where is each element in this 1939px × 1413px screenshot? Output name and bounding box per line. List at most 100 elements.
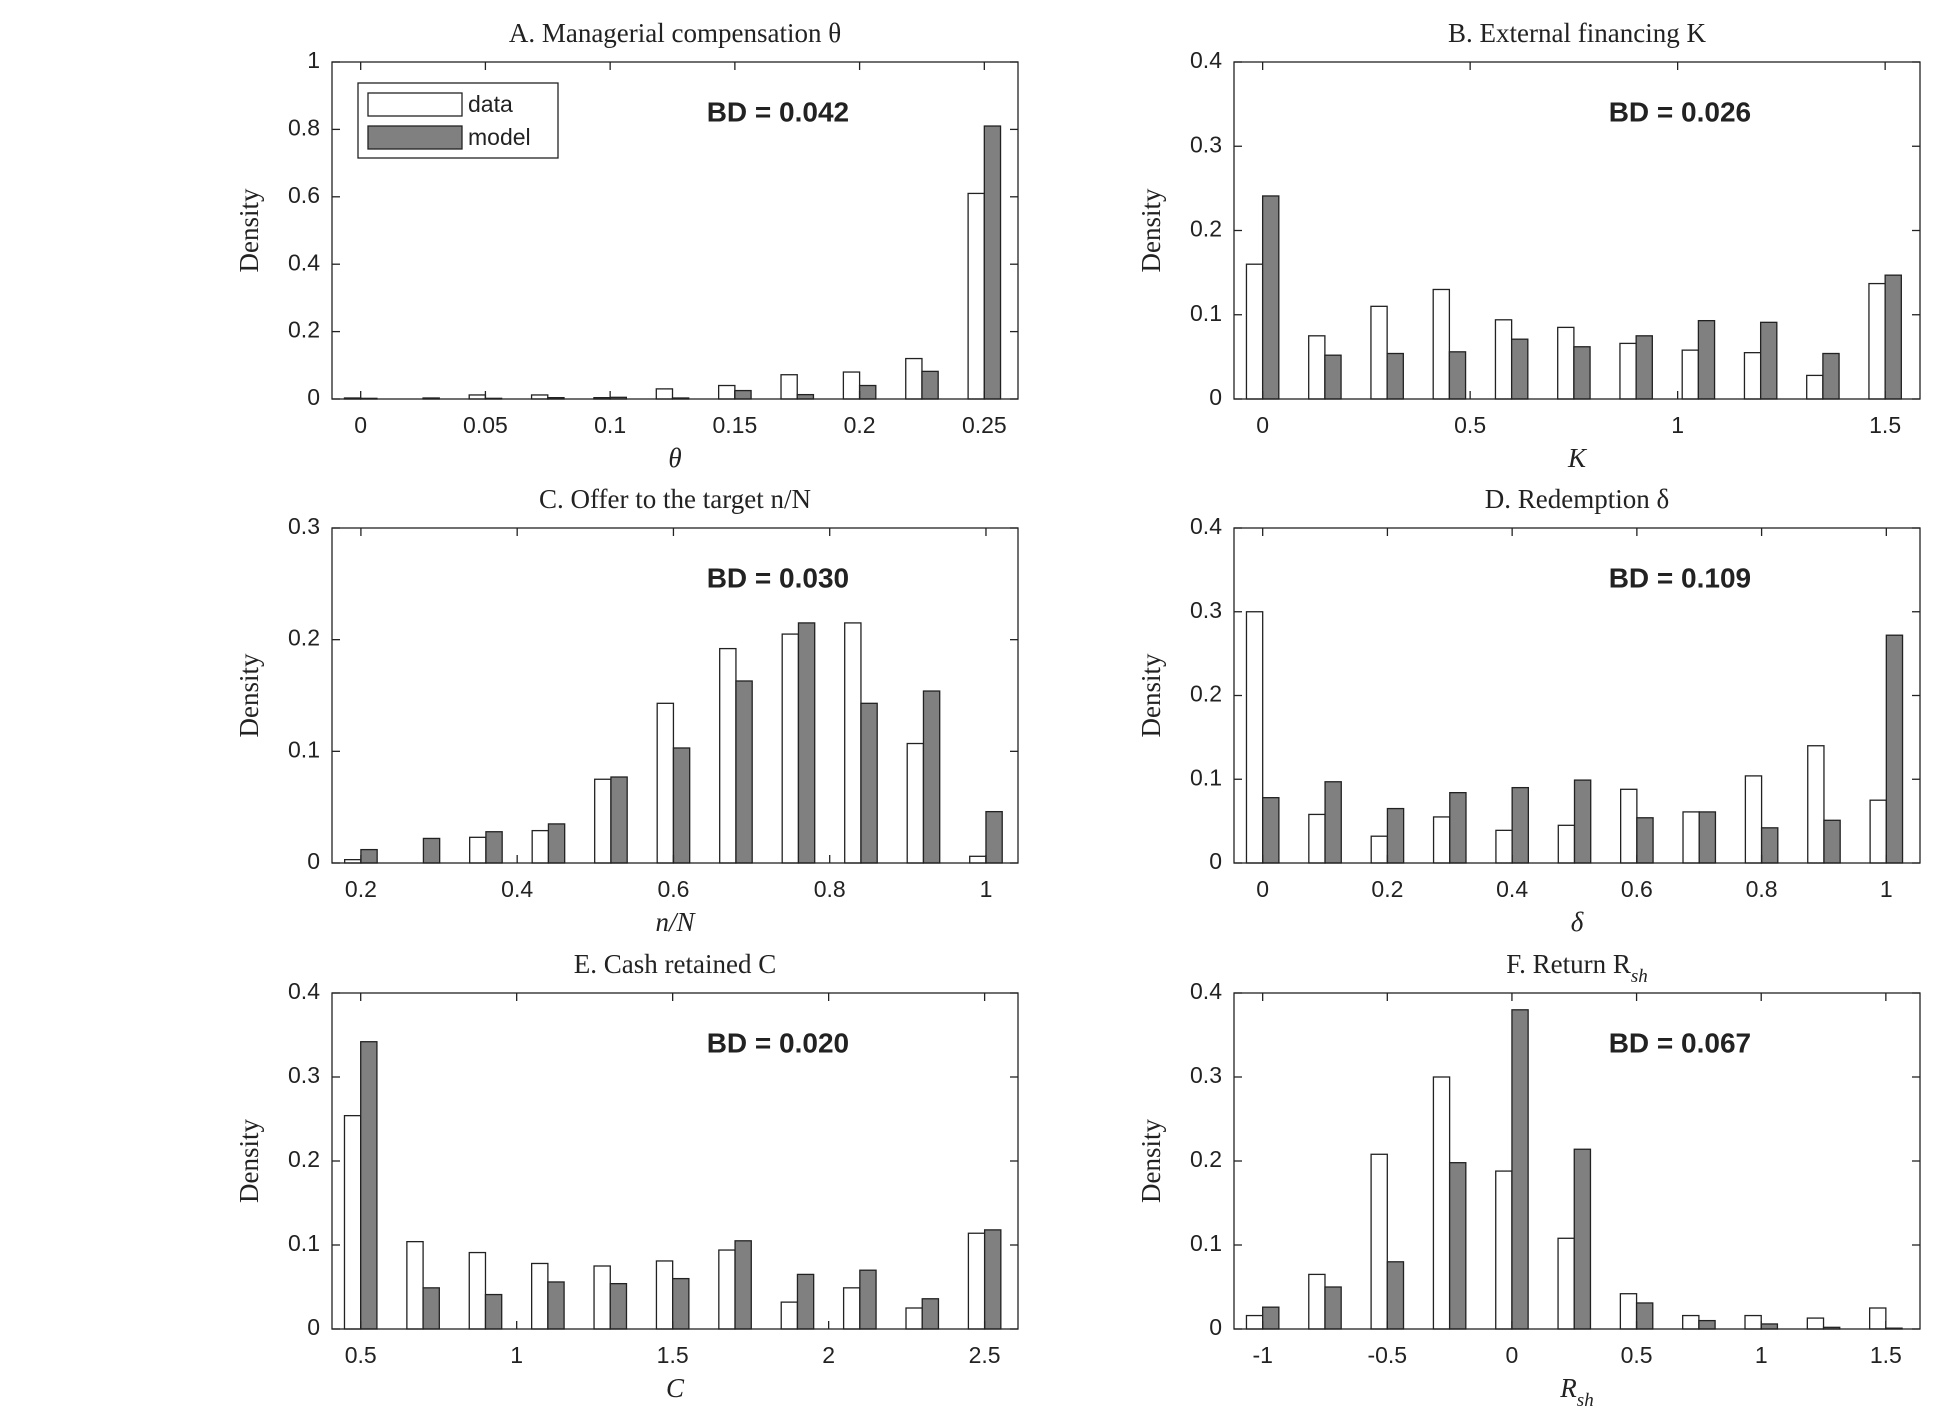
x-tick-label: 1.5	[1869, 412, 1901, 438]
bar	[1324, 781, 1342, 864]
annotation: BD = 0.030	[707, 562, 849, 593]
bar	[1636, 817, 1654, 864]
bar	[797, 622, 816, 864]
x-tick-label: 1	[1755, 1342, 1768, 1368]
chart-title: E. Cash retained C	[574, 949, 776, 979]
bar	[360, 848, 378, 864]
bar	[1432, 816, 1451, 864]
x-tick-label: 1.5	[1870, 1342, 1902, 1368]
bar	[922, 690, 941, 864]
bar	[531, 829, 550, 864]
bar	[1885, 634, 1904, 864]
x-axis-label: n/N	[655, 907, 696, 937]
bar	[1682, 811, 1700, 864]
bar	[983, 1229, 1002, 1330]
y-tick-label: 0.2	[288, 625, 320, 651]
y-tick-label: 0.4	[288, 249, 320, 275]
x-axis-label: Rsh	[1559, 1373, 1593, 1411]
bar	[1760, 1323, 1779, 1330]
bar	[547, 1281, 565, 1330]
y-axis-label: Density	[234, 188, 264, 272]
bar	[531, 1262, 549, 1330]
bar	[422, 1287, 440, 1330]
y-tick-label: 0.3	[1190, 1062, 1222, 1088]
bar	[1432, 1076, 1451, 1330]
bar	[1308, 813, 1326, 864]
x-tick-label: 0.2	[844, 412, 876, 438]
y-tick-label: 0.1	[288, 1230, 320, 1256]
y-tick-label: 0.1	[1190, 300, 1222, 326]
x-tick-label: 2	[822, 1342, 835, 1368]
y-axis-label: Density	[1136, 188, 1166, 272]
title-text: B. External financing K	[1448, 18, 1706, 48]
title-text: D. Redemption δ	[1485, 484, 1669, 514]
bar	[1494, 319, 1513, 400]
bar	[719, 647, 737, 864]
x-tick-label: 0.5	[345, 1342, 377, 1368]
y-tick-label: 0.1	[1190, 764, 1222, 790]
title-text: C. Offer to the target n/N	[539, 484, 811, 514]
bar	[610, 776, 628, 864]
bar	[969, 855, 987, 864]
bar	[859, 1269, 877, 1330]
y-tick-label: 0.8	[288, 114, 320, 140]
bar	[842, 371, 861, 400]
bar	[1370, 305, 1388, 400]
bar	[967, 192, 985, 400]
annotation: BD = 0.067	[1609, 1027, 1751, 1058]
y-tick-label: 0.2	[1190, 681, 1222, 707]
bar	[1370, 1153, 1388, 1330]
x-label-text: R	[1559, 1373, 1577, 1403]
bar	[1324, 1286, 1342, 1330]
bar	[1449, 792, 1467, 864]
bar	[1744, 1314, 1762, 1330]
annotation: BD = 0.109	[1609, 562, 1751, 593]
y-tick-label: 0.2	[288, 1146, 320, 1172]
bar	[1620, 788, 1638, 864]
annotation: BD = 0.020	[707, 1027, 849, 1058]
x-tick-label: 2.5	[969, 1342, 1001, 1368]
x-axis-label: K	[1567, 443, 1588, 473]
bar	[1573, 346, 1591, 400]
y-tick-label: 0.4	[1190, 978, 1222, 1004]
bar	[1245, 611, 1264, 864]
legend-swatch	[367, 125, 463, 150]
x-tick-label: 1	[980, 876, 993, 902]
x-tick-label: -1	[1252, 1342, 1272, 1368]
y-tick-label: 0.3	[288, 513, 320, 539]
bar	[985, 810, 1003, 864]
y-axis-label: Density	[1136, 653, 1166, 737]
bar	[844, 622, 862, 864]
legend-label: model	[468, 124, 531, 150]
y-tick-label: 0.3	[1190, 597, 1222, 623]
bar	[1681, 349, 1700, 400]
x-tick-label: 0	[1256, 412, 1269, 438]
y-tick-label: 0.4	[1190, 47, 1222, 73]
bar	[469, 836, 487, 864]
x-tick-label: 0	[354, 412, 367, 438]
bar	[656, 702, 675, 864]
y-tick-label: 0	[307, 1314, 320, 1340]
bar	[718, 384, 736, 400]
panel: 0 0.2 0.4 0.6 0.8 1 0 0.1 0.2 0.3 0.4 D. Redemption…	[1136, 484, 1921, 937]
bar	[1619, 342, 1637, 400]
panel: 0.5 1 1.5 2 2.5 0 0.1 0.2 0.3 0.4 E. Cash retained…	[234, 949, 1019, 1403]
y-tick-label: 0	[1209, 1314, 1222, 1340]
x-tick-label: 1.5	[657, 1342, 689, 1368]
x-tick-label: 0.05	[463, 412, 508, 438]
x-tick-label: -0.5	[1367, 1342, 1407, 1368]
panel: -1 -0.5 0 0.5 1 1.500.10.20.30.4F. Return Rsh…	[1136, 949, 1921, 1411]
x-axis-label: δ	[1571, 907, 1584, 937]
axes-box	[331, 61, 1019, 400]
bar	[1557, 326, 1575, 400]
bar	[655, 388, 674, 400]
bar	[1261, 195, 1280, 400]
x-tick-label: 1	[1880, 876, 1893, 902]
bar	[1495, 1170, 1513, 1330]
bar	[1448, 351, 1467, 400]
x-tick-label: 0.2	[345, 876, 377, 902]
x-tick-label: 0.6	[657, 876, 689, 902]
bar	[734, 1240, 752, 1330]
bar	[858, 384, 877, 400]
bar	[1868, 1307, 1887, 1330]
